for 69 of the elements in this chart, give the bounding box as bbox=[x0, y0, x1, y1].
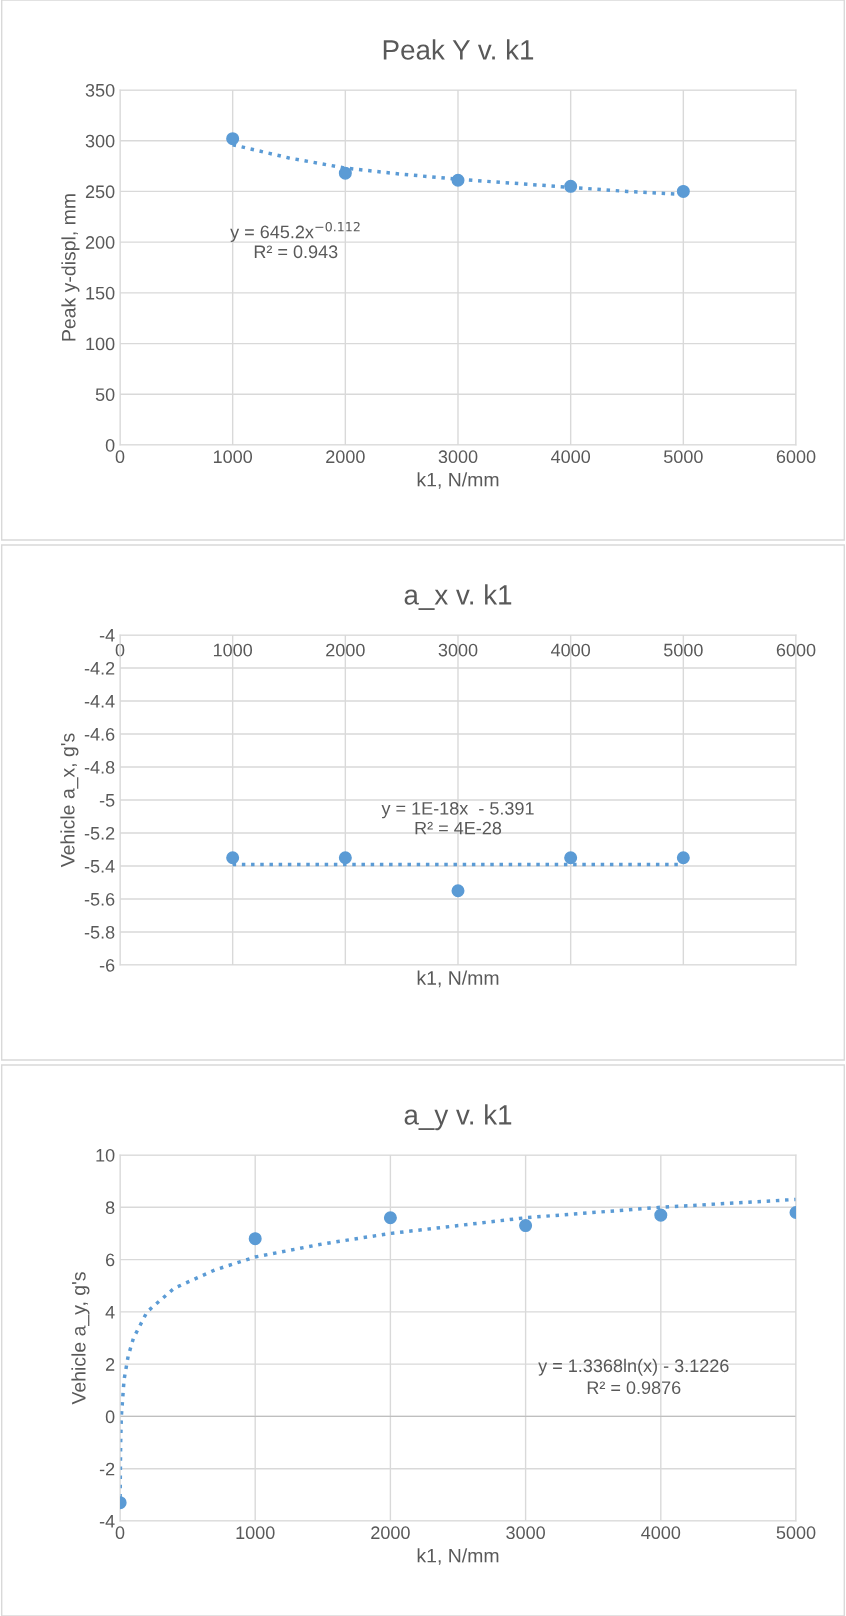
y-tick-label: 10 bbox=[96, 1148, 115, 1162]
x-tick-label: 5000 bbox=[663, 450, 703, 464]
x-tick-label: 0 bbox=[115, 450, 125, 464]
y-tick-label: 6 bbox=[106, 1253, 115, 1267]
y-tick-label: -4 bbox=[99, 1515, 115, 1528]
point bbox=[226, 132, 240, 146]
chart-title: a_y v. k1 bbox=[404, 1104, 512, 1131]
y-tick-label: 150 bbox=[86, 286, 115, 300]
point bbox=[383, 1211, 397, 1225]
y-tick-label: 100 bbox=[86, 337, 115, 351]
x-axis-title: k1, N/mm bbox=[417, 1548, 499, 1565]
y-tick-label: -5.6 bbox=[84, 892, 115, 906]
annotation: R² = 4E-28 bbox=[415, 821, 502, 835]
x-tick-label: 1000 bbox=[213, 450, 253, 464]
y-tick-label: 8 bbox=[105, 1201, 115, 1215]
annotation: y = 1E-18x - 5.391 bbox=[381, 801, 534, 819]
x-tick-label: 1000 bbox=[213, 643, 253, 657]
x-tick-label: 3000 bbox=[438, 643, 478, 657]
y-tick-label: 350 bbox=[85, 83, 115, 97]
x-tick-label: 6000 bbox=[776, 643, 816, 657]
y-tick-label: -6 bbox=[99, 958, 115, 972]
x-tick-label: 0 bbox=[115, 643, 125, 657]
x-tick-label: 1000 bbox=[236, 1526, 275, 1540]
y-tick-label: -5.2 bbox=[84, 826, 115, 840]
y-tick-label: 250 bbox=[85, 185, 115, 199]
x-axis-title: k1, N/mm bbox=[417, 472, 499, 489]
x-axis-title: k1, N/mm bbox=[417, 970, 499, 988]
point bbox=[451, 173, 465, 187]
y-tick-label: -4.6 bbox=[84, 727, 115, 741]
annotation: R² = 0.943 bbox=[254, 245, 338, 259]
point bbox=[338, 166, 352, 180]
y-tick-label: 2 bbox=[106, 1358, 115, 1371]
chart-title: a_x v. k1 bbox=[404, 584, 512, 610]
annotation: R² = 0.9876 bbox=[587, 1381, 681, 1395]
x-tick-label: 4000 bbox=[551, 450, 591, 464]
y-axis-title: Vehicle a_y, g's bbox=[71, 1272, 90, 1405]
point bbox=[676, 184, 690, 198]
y-tick-label: 0 bbox=[105, 438, 115, 452]
y-tick-label: -2 bbox=[99, 1462, 115, 1476]
x-tick-label: 4000 bbox=[551, 643, 591, 657]
x-tick-label: 2000 bbox=[371, 1526, 410, 1540]
x-tick-label: 0 bbox=[115, 1526, 125, 1540]
y-tick-label: 50 bbox=[95, 388, 115, 402]
y-tick-label: -5.4 bbox=[84, 860, 115, 873]
y-axis-title: Vehicle a_x, g's bbox=[60, 733, 79, 868]
x-tick-label: 2000 bbox=[326, 450, 365, 464]
chart-title: Peak Y v. k1 bbox=[383, 39, 534, 60]
x-tick-label: 3000 bbox=[506, 1526, 545, 1540]
x-tick-label: 5000 bbox=[776, 1526, 816, 1540]
point bbox=[519, 1219, 533, 1233]
y-axis-title: Peak y-displ, mm bbox=[61, 194, 80, 341]
y-tick-label: 200 bbox=[85, 236, 115, 249]
annotation: y = 645.2x$^{−0.112}$ bbox=[230, 221, 360, 242]
y-tick-label: -4.8 bbox=[84, 760, 115, 774]
y-tick-label: -4.4 bbox=[84, 695, 115, 708]
y-tick-label: 4 bbox=[105, 1305, 115, 1319]
point bbox=[564, 179, 578, 193]
annotation: y = 1.3368ln(x) - 3.1226 bbox=[538, 1358, 729, 1376]
x-tick-label: 6000 bbox=[776, 450, 816, 464]
y-tick-label: -4 bbox=[99, 629, 115, 642]
y-tick-label: -4.2 bbox=[84, 661, 115, 675]
x-tick-label: 2000 bbox=[326, 643, 365, 657]
x-tick-label: 5000 bbox=[663, 643, 703, 657]
x-tick-label: 3000 bbox=[438, 450, 478, 464]
x-tick-label: 4000 bbox=[641, 1526, 681, 1540]
y-tick-label: 300 bbox=[85, 134, 115, 148]
y-tick-label: 0 bbox=[105, 1410, 115, 1424]
y-tick-label: -5.8 bbox=[84, 925, 115, 939]
y-tick-label: -5 bbox=[99, 794, 115, 807]
